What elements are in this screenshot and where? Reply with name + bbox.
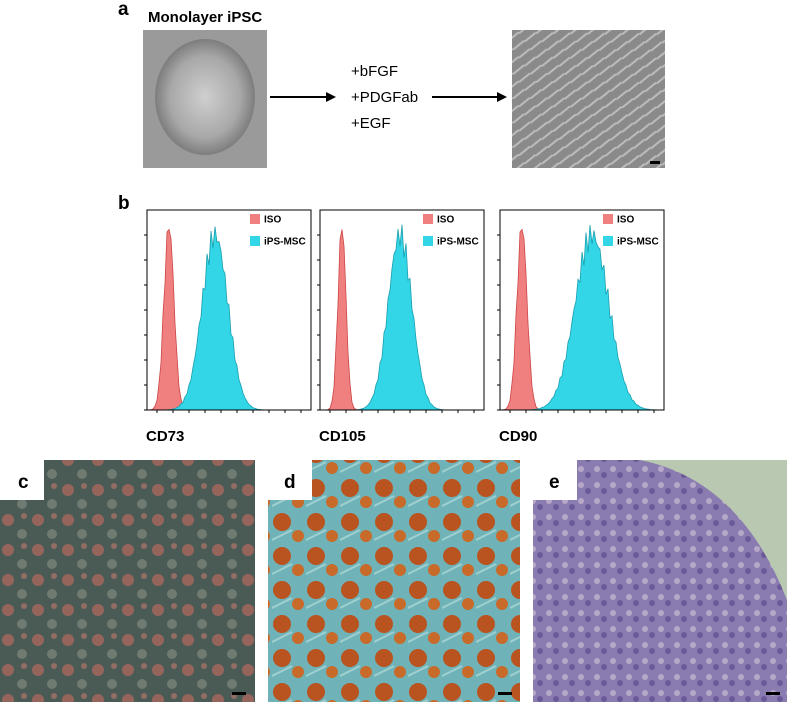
legend-label: ISO <box>437 215 454 226</box>
legend-label: ISO <box>617 215 634 226</box>
legend-label: iPS-MSC <box>437 237 479 248</box>
image-msc <box>512 30 665 168</box>
panel-label: a <box>118 0 129 20</box>
scale-bar <box>766 692 780 695</box>
legend-swatch <box>423 236 433 246</box>
legend-swatch <box>250 214 260 224</box>
scale-bar <box>650 161 660 164</box>
legend-swatch <box>250 236 260 246</box>
factor: +PDGFab <box>351 89 418 106</box>
image-d <box>268 460 520 702</box>
panel-label: d <box>284 472 296 493</box>
histograms: ISO iPS-MSC CD73 ISO iPS-MSC CD105 ISO iPS-MSC C… <box>144 209 665 445</box>
legend-swatch <box>423 214 433 224</box>
panel-label: c <box>18 472 29 493</box>
legend-swatch <box>603 236 613 246</box>
scale-bar <box>498 692 512 695</box>
arrow-head <box>497 92 507 102</box>
label-box <box>0 460 44 500</box>
label-box <box>533 460 577 500</box>
label-box <box>268 460 312 500</box>
legend-label: ISO <box>264 215 281 226</box>
image-c <box>0 460 255 702</box>
panel-label: b <box>118 193 130 214</box>
factor: +EGF <box>351 115 391 132</box>
arrow-head <box>326 92 336 102</box>
legend-label: iPS-MSC <box>264 237 306 248</box>
scale-bar <box>232 692 246 695</box>
panel-title: Monolayer iPSC <box>148 9 262 26</box>
marker-label: CD90 <box>499 428 537 445</box>
panel-label: e <box>549 472 560 493</box>
marker-label: CD105 <box>319 428 366 445</box>
background-region <box>640 460 787 600</box>
factor: +bFGF <box>351 63 398 80</box>
colony <box>155 39 255 155</box>
marker-label: CD73 <box>146 428 184 445</box>
legend-swatch <box>603 214 613 224</box>
legend-label: iPS-MSC <box>617 237 659 248</box>
